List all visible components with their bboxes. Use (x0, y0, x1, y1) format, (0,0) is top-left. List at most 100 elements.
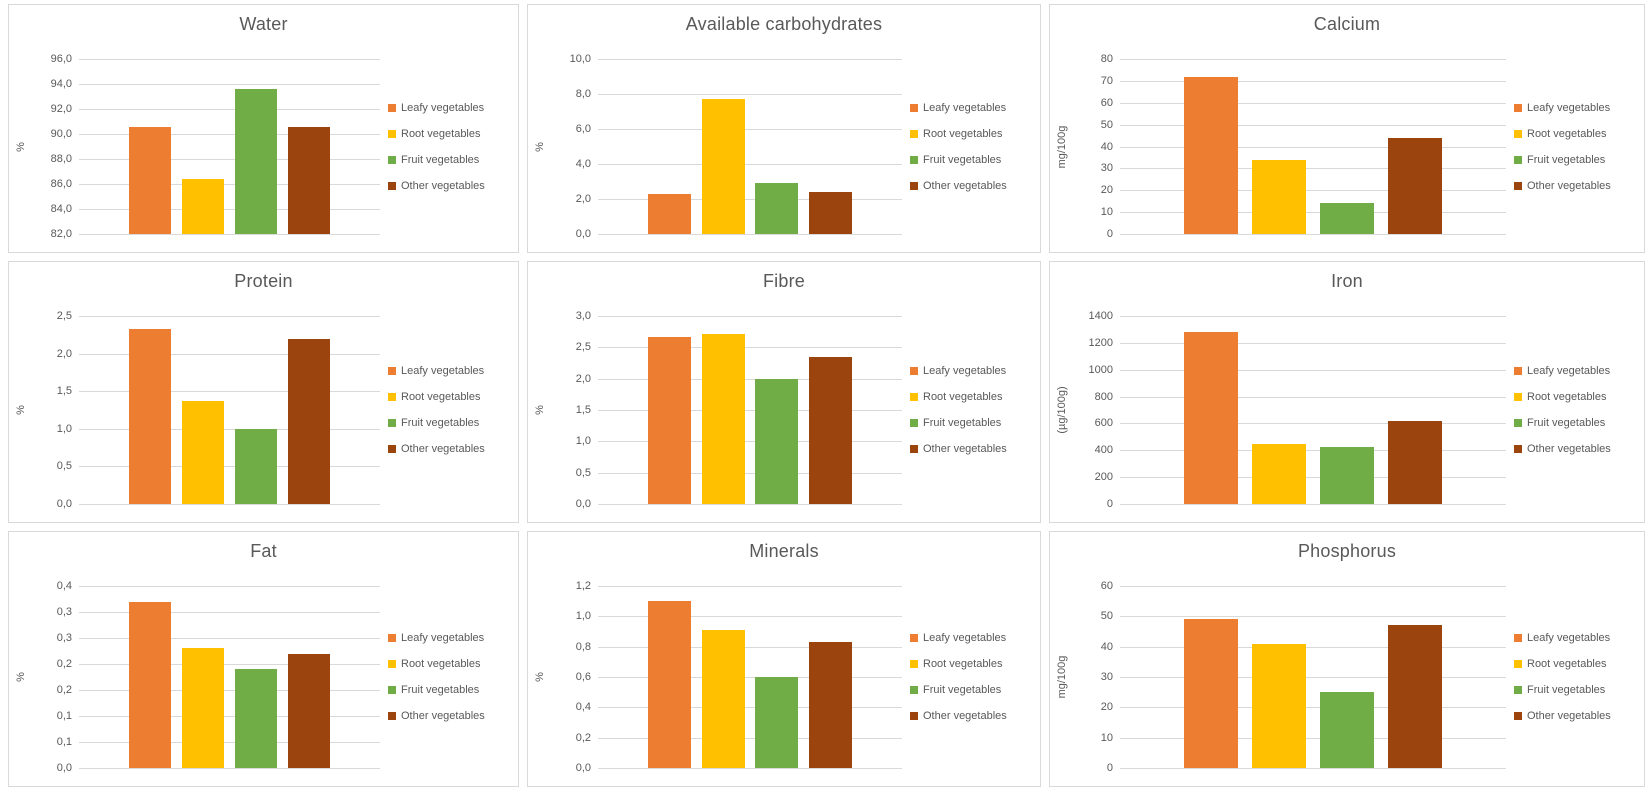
chart-body: % 10,0 8,0 6,0 4,0 2,0 0,0 Leafy vegetables R… (528, 53, 1040, 240)
legend-swatch-icon (1514, 634, 1522, 642)
plot-area (79, 586, 380, 769)
chart-title: Fat (250, 541, 277, 561)
y-tick-label: 30 (1100, 162, 1113, 175)
gridline (598, 677, 902, 678)
legend-item-fruit-vegetables: Fruit vegetables (1514, 154, 1644, 166)
legend-item-other-vegetables: Other vegetables (910, 180, 1040, 192)
y-tick-label: 0 (1106, 762, 1113, 774)
y-tick-label: 0,4 (56, 580, 72, 592)
y-axis-title-area: % (9, 59, 33, 234)
gridline (1120, 616, 1506, 618)
y-tick-label: 600 (1094, 417, 1113, 430)
y-tick-label: 94,0 (50, 78, 72, 90)
legend-label: Leafy vegetables (401, 632, 485, 644)
legend-item-fruit-vegetables: Fruit vegetables (910, 417, 1040, 429)
y-tick-label: 1000 (1088, 363, 1113, 376)
legend-label: Other vegetables (923, 443, 1007, 455)
legend-swatch-icon (910, 155, 918, 164)
legend-item-fruit-vegetables: Fruit vegetables (910, 684, 1040, 696)
chart-title: Calcium (1313, 14, 1381, 34)
legend: Leafy vegetables Root vegetables Fruit v… (908, 59, 1040, 234)
gridline (598, 410, 902, 411)
legend-label: Other vegetables (401, 443, 485, 455)
legend-item-root-vegetables: Root vegetables (910, 658, 1040, 670)
chart-title: Fibre (762, 271, 805, 291)
gridline (598, 737, 902, 739)
legend-swatch-icon (910, 686, 918, 694)
legend-swatch-icon (910, 181, 918, 190)
y-axis-tick-labels: 2,5 2,0 1,5 1,0 0,5 0,0 (33, 310, 79, 510)
legend-swatch-icon (1514, 181, 1522, 190)
y-tick-label: 0,5 (575, 466, 591, 479)
legend-label: Leafy vegetables (923, 101, 1007, 114)
legend-label: Other vegetables (1527, 710, 1611, 722)
gridline (598, 129, 902, 130)
legend-item-root-vegetables: Root vegetables (388, 128, 518, 140)
y-axis-title-area: mg/100g (1050, 59, 1074, 234)
gridline (598, 768, 902, 769)
chart-panel-calcium: Calcium mg/100g 80 70 60 50 40 30 20 10 0 Leafy … (1049, 4, 1645, 253)
bar-iron-other-vegetables (1388, 420, 1443, 504)
y-tick-label: 60 (1100, 580, 1113, 592)
y-tick-label: 0,5 (56, 460, 72, 473)
legend-swatch-icon (1514, 155, 1522, 164)
y-tick-label: 0,2 (56, 684, 72, 696)
legend-item-root-vegetables: Root vegetables (1514, 658, 1644, 670)
chart-title: Iron (1331, 271, 1363, 291)
y-tick-label: 200 (1094, 471, 1113, 484)
legend-swatch-icon (388, 181, 396, 190)
y-tick-label: 40 (1100, 640, 1113, 653)
gridline (598, 646, 902, 648)
legend-swatch-icon (1514, 445, 1522, 453)
chart-body: % 3,0 2,5 2,0 1,5 1,0 0,5 0,0 Leafy vegetables… (528, 310, 1040, 510)
legend-label: Root vegetables (1527, 391, 1607, 403)
y-tick-label: 2,0 (56, 347, 72, 360)
gridline (1120, 212, 1506, 214)
gridline (79, 134, 380, 135)
legend-item-root-vegetables: Root vegetables (910, 391, 1040, 403)
y-tick-label: 1,5 (575, 404, 591, 416)
bar-protein-leafy-vegetables (128, 328, 171, 504)
plot-area (1120, 586, 1506, 769)
legend-label: Leafy vegetables (1527, 365, 1611, 377)
legend-swatch-icon (388, 129, 396, 138)
bar-fat-leafy-vegetables (128, 601, 171, 768)
legend: Leafy vegetables Root vegetables Fruit v… (386, 59, 518, 234)
gridline (598, 59, 902, 60)
y-tick-label: 4,0 (575, 158, 591, 170)
y-tick-label: 88,0 (50, 153, 72, 165)
legend-item-root-vegetables: Root vegetables (910, 128, 1040, 140)
bar-available-carbohydrates-root-vegetables (701, 99, 745, 234)
bar-minerals-other-vegetables (809, 642, 852, 768)
y-axis-title-area: % (9, 586, 33, 768)
legend-label: Leafy vegetables (1527, 101, 1611, 114)
legend-swatch-icon (910, 712, 918, 720)
legend-label: Other vegetables (923, 179, 1007, 192)
y-tick-label: 82,0 (50, 228, 72, 240)
y-tick-label: 0 (1106, 228, 1113, 240)
legend: Leafy vegetables Root vegetables Fruit v… (908, 586, 1040, 768)
legend-label: Other vegetables (1527, 179, 1611, 192)
legend-item-other-vegetables: Other vegetables (388, 180, 518, 192)
legend-swatch-icon (1514, 103, 1522, 112)
legend-swatch-icon (910, 660, 918, 668)
bar-iron-fruit-vegetables (1319, 446, 1375, 504)
gridline (79, 716, 380, 717)
gridline (1120, 190, 1506, 192)
legend-label: Other vegetables (923, 710, 1007, 722)
y-tick-label: 1,0 (575, 435, 591, 448)
bar-calcium-leafy-vegetables (1183, 76, 1238, 234)
legend-label: Leafy vegetables (923, 632, 1007, 644)
gridline (1120, 168, 1506, 170)
y-tick-label: 0,3 (56, 632, 72, 644)
legend-item-fruit-vegetables: Fruit vegetables (388, 154, 518, 166)
legend-swatch-icon (910, 419, 918, 427)
legend-swatch-icon (388, 155, 396, 164)
bar-water-root-vegetables (181, 179, 225, 234)
legend-item-other-vegetables: Other vegetables (1514, 443, 1644, 455)
legend-label: Other vegetables (401, 179, 485, 192)
y-tick-label: 0,0 (575, 228, 591, 240)
y-tick-label: 30 (1100, 671, 1113, 683)
gridline (1120, 146, 1506, 148)
legend-swatch-icon (1514, 712, 1522, 720)
